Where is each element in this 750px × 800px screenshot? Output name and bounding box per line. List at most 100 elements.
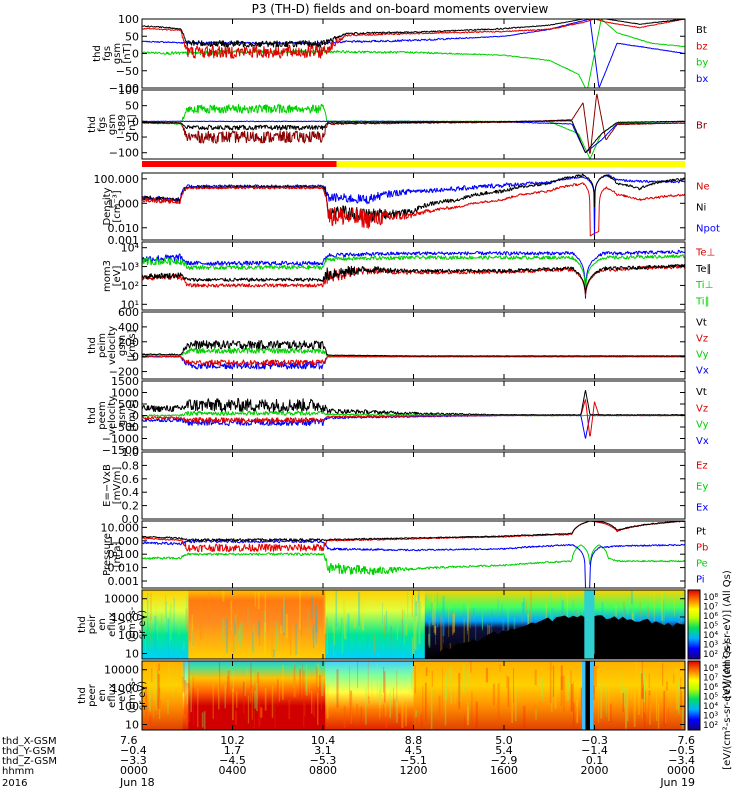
spectrogram-dropout — [436, 615, 685, 659]
ylabel-line: gsm — [117, 335, 128, 356]
ylabel-line: thd — [87, 337, 98, 354]
ylabel-line: [km/s] — [127, 329, 138, 361]
spectrogram-texture — [444, 687, 447, 726]
spectrogram-texture — [523, 705, 526, 728]
spectrogram-texture — [576, 707, 577, 723]
ylabel-line: peem — [97, 401, 108, 429]
spectrogram-texture — [661, 591, 663, 622]
spectrogram-texture — [362, 592, 364, 630]
spectrogram-texture — [147, 593, 149, 635]
spectrogram-texture — [559, 593, 561, 610]
spectrogram-texture — [403, 605, 405, 623]
spectrogram-texture — [408, 687, 410, 696]
spectrogram-texture — [666, 681, 668, 691]
spectrogram-texture — [379, 683, 381, 720]
spectrogram-texture — [304, 703, 306, 717]
spectrogram-texture — [173, 597, 175, 639]
legend-Pe: Pe — [696, 558, 708, 569]
y-tick-label: 10⁴ — [121, 242, 140, 255]
panel-9-spectrogram — [142, 661, 685, 730]
spectrogram-texture — [643, 712, 646, 730]
spectrogram-band — [188, 661, 326, 730]
spectrogram-texture — [600, 680, 603, 719]
x-row-value: −5.1 — [400, 754, 427, 767]
panel-7-plot — [142, 521, 685, 588]
spectrogram-texture — [551, 608, 553, 626]
spectrogram-texture — [413, 594, 416, 627]
spectrogram-texture — [469, 609, 471, 629]
spectrogram-texture — [236, 691, 238, 708]
panel-1-plot — [142, 93, 685, 159]
spectrogram-texture — [417, 594, 419, 602]
spectrogram-texture — [316, 609, 319, 629]
spectrogram-band — [182, 661, 189, 730]
spectrogram-texture — [288, 621, 291, 645]
spectrogram-texture — [282, 665, 284, 700]
spectrogram-texture — [667, 708, 670, 719]
panel-7-ylabel: Pressure[nPa] — [102, 533, 123, 576]
series-Ti∥ — [142, 254, 685, 296]
ylabel-line: E=−VxB — [102, 464, 113, 507]
spectrogram-texture — [316, 666, 318, 693]
spectrogram-texture — [621, 669, 623, 703]
spectrogram-texture — [157, 670, 159, 707]
ylabel-line: Density — [102, 187, 113, 225]
spectrogram-texture — [580, 687, 583, 706]
spectrogram-texture — [192, 630, 194, 647]
ylabel-line: gsm — [107, 114, 118, 135]
x-row-value: −1.4 — [581, 744, 608, 757]
y-tick-label: 10¹ — [121, 298, 139, 311]
colorbar-tick-label: 10⁷ — [703, 674, 718, 684]
spectrogram-texture — [430, 687, 433, 729]
spectrogram-texture — [662, 599, 665, 613]
spectrogram-texture — [653, 593, 655, 621]
y-tick-label: 0 — [132, 48, 139, 61]
y-tick-label: 0 — [132, 410, 139, 423]
panel-3-ylabel: mom3[eV] — [102, 260, 123, 292]
spectrogram-texture — [247, 695, 250, 724]
y-tick-label: −50 — [116, 65, 139, 78]
spectrogram-texture — [236, 609, 239, 627]
spectrogram-texture — [288, 699, 291, 720]
y-tick-label: 600 — [118, 306, 139, 319]
ylabel-line: thd — [92, 45, 103, 62]
spectrogram-texture — [463, 618, 465, 653]
spectrogram-texture — [189, 629, 192, 642]
spectrogram-texture — [640, 673, 643, 699]
x-row-value: 0400 — [219, 764, 247, 777]
spectrogram-texture — [415, 710, 418, 718]
series-Vx — [142, 355, 685, 370]
spectrogram-texture — [299, 590, 302, 630]
spectrogram-texture — [467, 606, 469, 631]
legend-Bt: Bt — [696, 25, 707, 36]
spectrogram-texture — [293, 680, 296, 697]
spectrogram-texture — [293, 662, 295, 688]
spectrogram-texture — [573, 681, 574, 722]
spectrogram-gap — [584, 590, 595, 659]
spectrogram-texture — [154, 615, 157, 653]
y-tick-label: 10000 — [104, 664, 139, 677]
spectrogram-texture — [159, 687, 161, 701]
colorbar-tick-label: 10⁴ — [703, 702, 718, 712]
spectrogram-texture — [362, 622, 364, 632]
spectrogram-texture — [428, 620, 431, 648]
ylabel-line: (cm²-s- — [127, 606, 138, 642]
spectrogram-texture — [418, 590, 420, 631]
y-tick-label: 1.0 — [122, 446, 140, 459]
spectrogram-gap-core — [585, 661, 590, 730]
spectrogram-band — [325, 661, 414, 730]
spectrogram-texture — [551, 687, 553, 712]
spectrogram-texture — [475, 621, 477, 650]
spectrogram-texture — [150, 593, 152, 621]
spectrogram-texture — [365, 687, 367, 725]
spectrogram-texture — [624, 606, 626, 629]
y-tick-label: 1000 — [111, 611, 139, 624]
spectrogram-texture — [311, 690, 313, 714]
spectrogram-texture — [420, 714, 422, 730]
legend-Vt: Vt — [696, 318, 707, 329]
spectrogram-texture — [258, 699, 261, 726]
spectrogram-texture — [333, 626, 335, 646]
spectrogram-texture — [305, 664, 307, 692]
spectrogram-texture — [541, 678, 543, 701]
